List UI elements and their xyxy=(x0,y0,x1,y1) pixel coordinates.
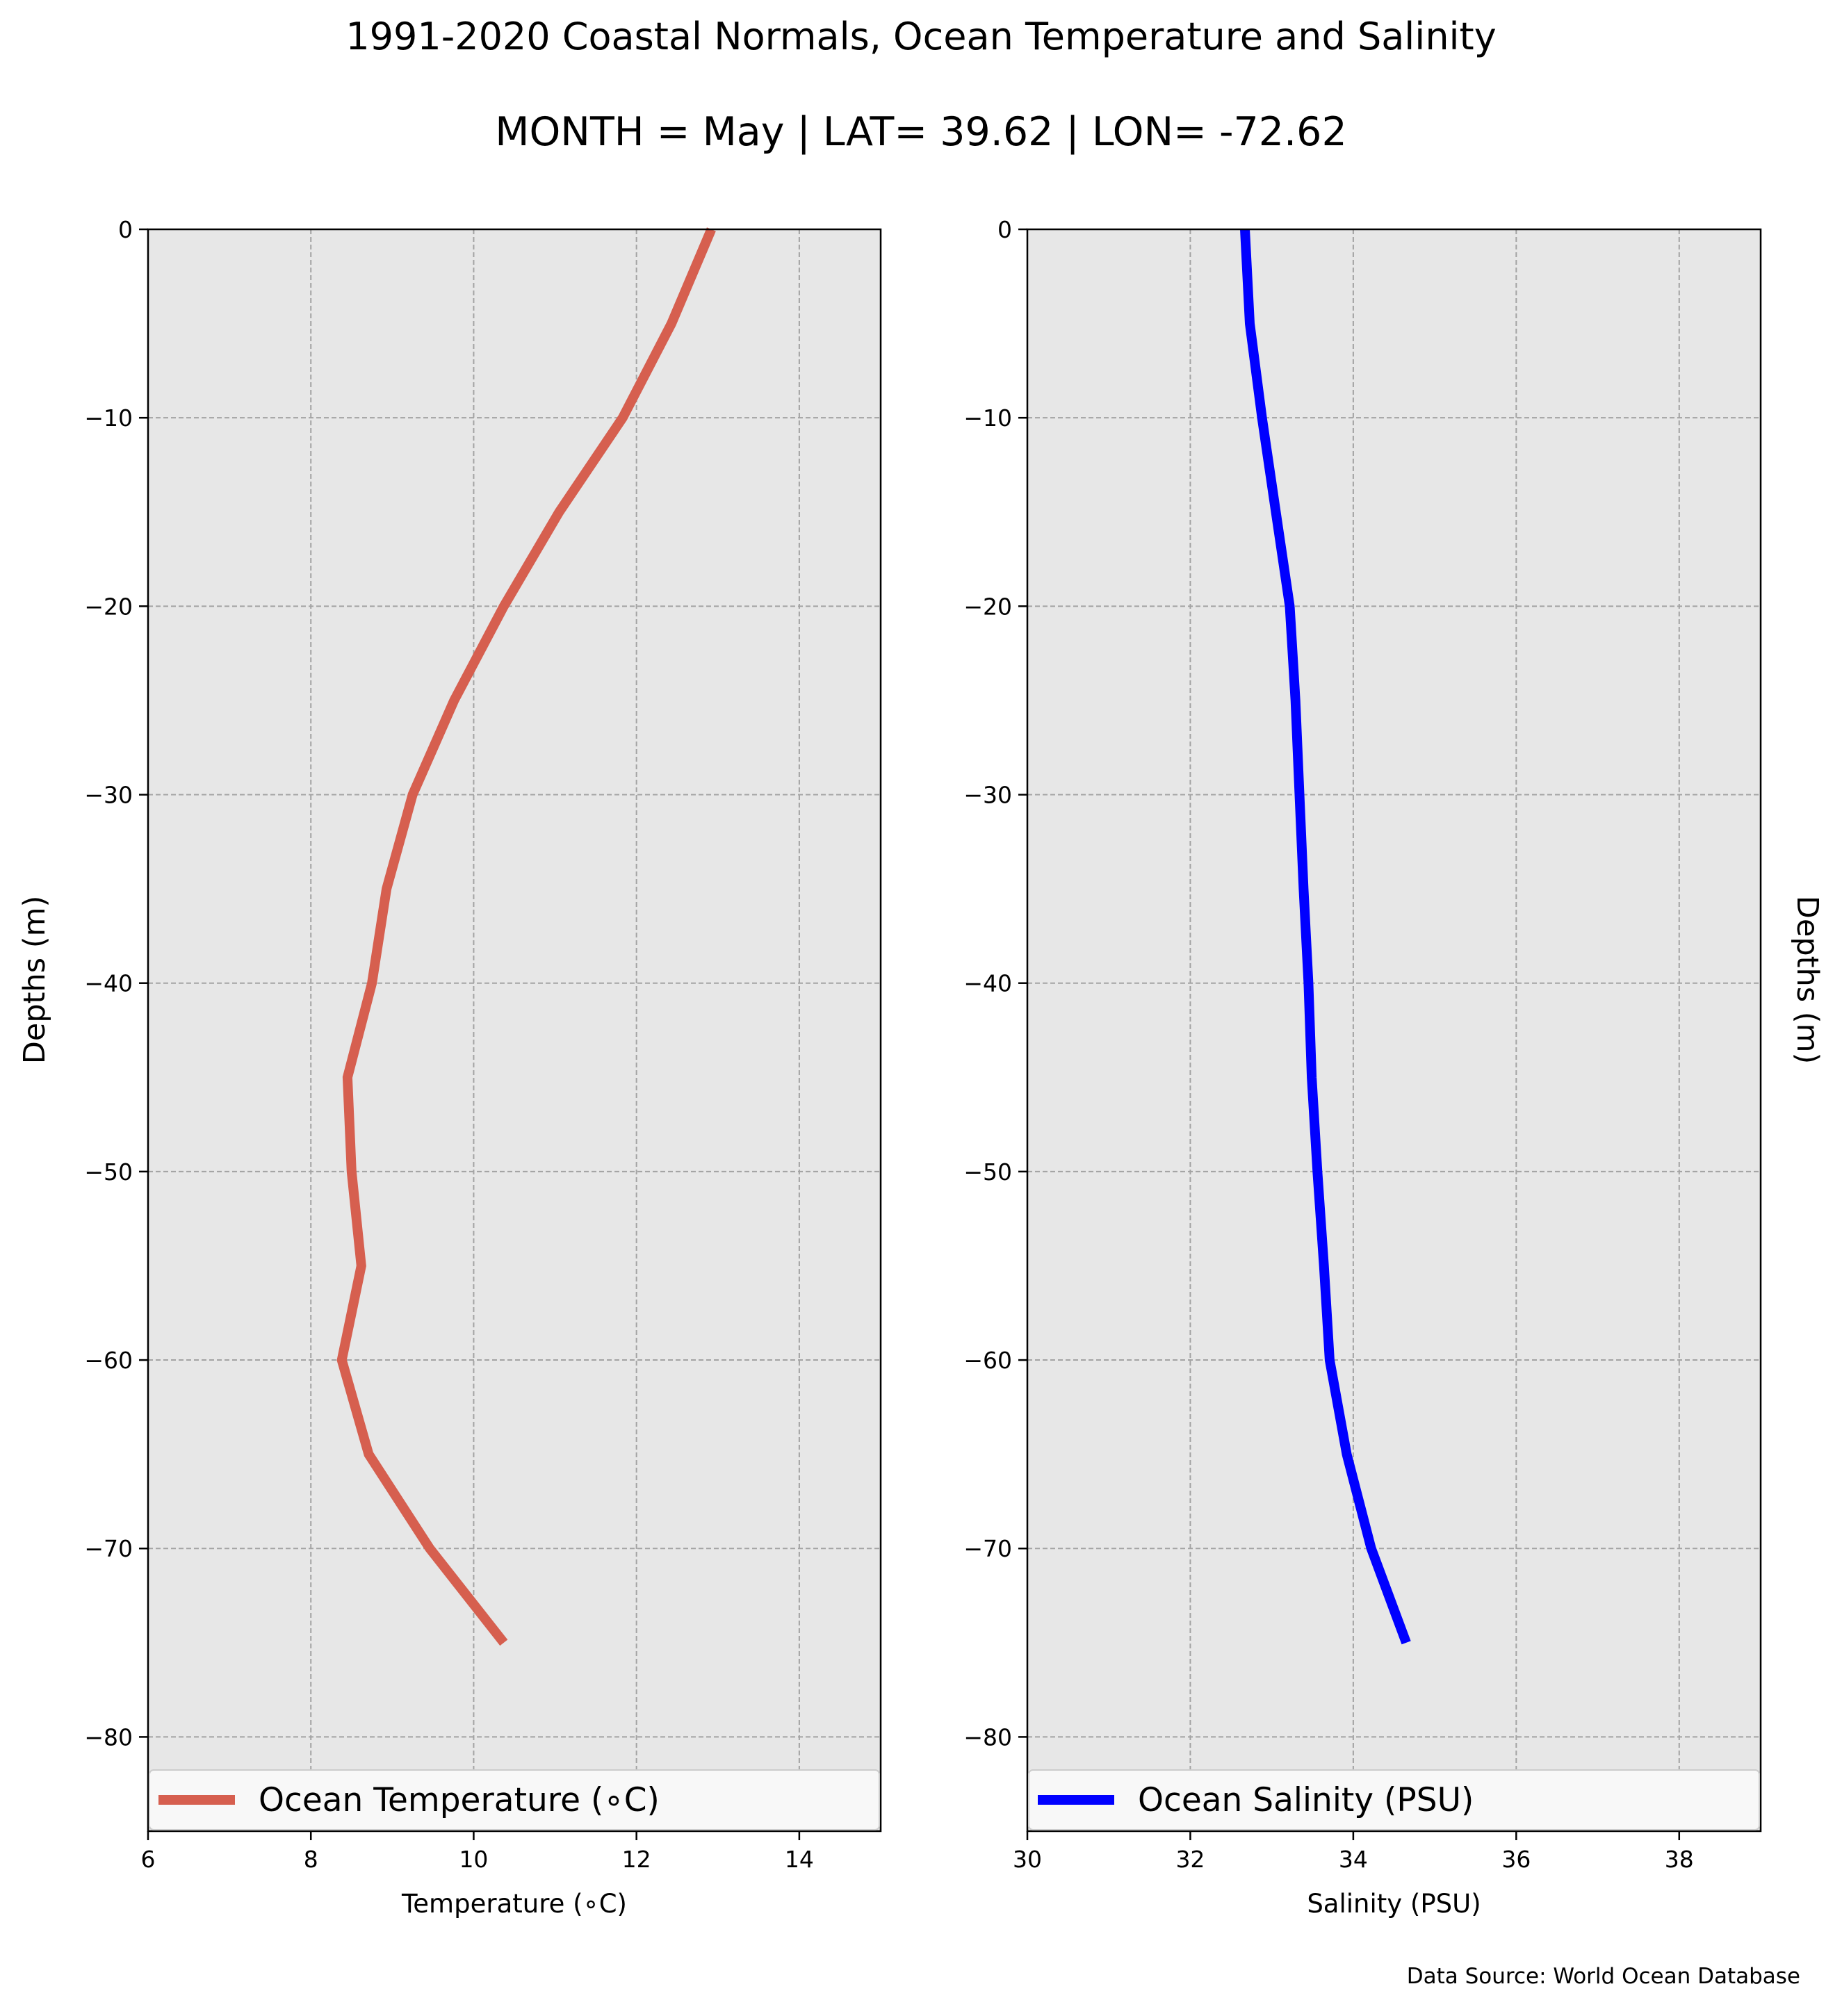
x-tick-label: 14 xyxy=(785,1846,814,1873)
plot-frame xyxy=(147,228,882,1833)
y-tick-label: −40 xyxy=(84,970,133,997)
data-source-note: Data Source: World Ocean Database xyxy=(1406,1964,1800,1989)
y-tick-label: −10 xyxy=(84,404,133,432)
legend-box xyxy=(1028,1769,1760,1830)
y-tick-label: −70 xyxy=(963,1535,1012,1562)
y-tick-label: −30 xyxy=(963,782,1012,809)
chart-subtitle: MONTH = May | LAT= 39.62 | LON= -72.62 xyxy=(495,109,1347,155)
y-tick-label: −40 xyxy=(963,970,1012,997)
x-tick-label: 34 xyxy=(1339,1846,1368,1873)
x-tick-label: 38 xyxy=(1665,1846,1694,1873)
y-tick-label: 0 xyxy=(997,216,1012,243)
y-tick-label: −60 xyxy=(963,1347,1012,1374)
x-tick-label: 36 xyxy=(1501,1846,1531,1873)
legend: Ocean Temperature (∘C) xyxy=(149,1769,880,1830)
y-axis-label-right: Depths (m) xyxy=(1790,896,1825,1064)
y-tick-label: −80 xyxy=(84,1723,133,1751)
legend: Ocean Salinity (PSU) xyxy=(1028,1769,1760,1830)
salinity-panel: 30 32 34 36 38 0 −10 −20 −30 −40 −50 −60 −70 −80 Salin… xyxy=(963,216,1762,1919)
y-tick-label: −30 xyxy=(84,782,133,809)
y-tick-label: −20 xyxy=(84,593,133,620)
series-line xyxy=(336,227,716,1646)
y-tick-label: −50 xyxy=(84,1158,133,1186)
plot-frame xyxy=(1026,228,1762,1833)
y-tick-label: −70 xyxy=(84,1535,133,1562)
x-tick-label: 30 xyxy=(1013,1846,1042,1873)
y-axis-label-left: Depths (m) xyxy=(17,896,52,1064)
x-tick-label: 12 xyxy=(622,1846,651,1873)
x-axis-label: Temperature (∘C) xyxy=(401,1889,627,1919)
y-tick-label: −80 xyxy=(963,1723,1012,1751)
legend-label: Ocean Temperature (∘C) xyxy=(259,1781,660,1819)
plot-background xyxy=(1027,229,1761,1831)
legend-label: Ocean Salinity (PSU) xyxy=(1138,1781,1474,1819)
x-tick-label: 6 xyxy=(141,1846,156,1873)
y-tick-label: −10 xyxy=(963,404,1012,432)
temperature-panel: 6 8 10 12 14 0 −10 −20 −30 −40 −50 −60 −70 −80 Tempera… xyxy=(84,216,882,1919)
y-tick-label: −50 xyxy=(963,1158,1012,1186)
x-tick-label: 10 xyxy=(459,1846,488,1873)
series-line xyxy=(1240,229,1411,1645)
y-tick-label: −20 xyxy=(963,593,1012,620)
y-tick-label: 0 xyxy=(118,216,133,243)
y-tick-label: −60 xyxy=(84,1347,133,1374)
chart-title: 1991-2020 Coastal Normals, Ocean Tempera… xyxy=(345,15,1497,58)
legend-box xyxy=(149,1769,880,1830)
plot-background xyxy=(148,229,881,1831)
x-axis-label: Salinity (PSU) xyxy=(1307,1889,1481,1919)
x-tick-label: 8 xyxy=(304,1846,318,1873)
x-tick-label: 32 xyxy=(1175,1846,1205,1873)
